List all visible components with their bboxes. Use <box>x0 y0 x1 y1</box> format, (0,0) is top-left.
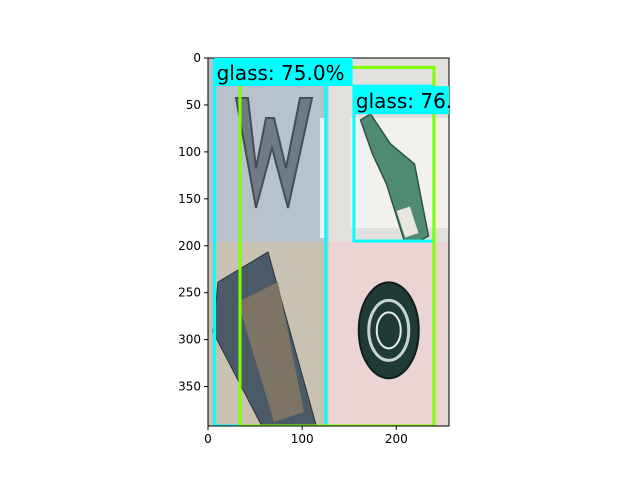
image-panel-glass-lid <box>328 242 449 426</box>
lid-inner-ring <box>375 311 402 350</box>
detection-labels: glass: 75.0% glass: 76. <box>214 58 452 115</box>
y-axis-ticks: 0 50 100 150 200 250 300 350 <box>178 51 208 394</box>
label-text: glass: 75.0% <box>217 61 345 85</box>
y-tick-label: 250 <box>178 286 201 300</box>
magazine-page <box>238 282 304 422</box>
x-axis-ticks: 0 100 200 <box>204 426 408 446</box>
y-tick-label: 0 <box>193 51 201 65</box>
y-tick-label: 150 <box>178 192 201 206</box>
lid-ring <box>367 298 411 362</box>
detection-label-1: glass: 75.0% <box>214 58 353 86</box>
label-text: glass: 76. <box>356 89 452 113</box>
glass-letter-shape <box>234 97 314 209</box>
glass-edge-highlight <box>320 118 326 238</box>
x-tick-label: 0 <box>204 432 212 446</box>
y-tick-label: 350 <box>178 380 201 394</box>
image-panels <box>208 58 449 426</box>
bottle-label <box>396 206 419 238</box>
x-tick-label: 200 <box>385 432 408 446</box>
x-tick-label: 100 <box>291 432 314 446</box>
image-panel-magazine <box>208 242 329 426</box>
lid-outer <box>357 281 420 380</box>
y-tick-label: 200 <box>178 239 201 253</box>
image-panel-glass-block-letter <box>208 58 329 242</box>
y-tick-label: 300 <box>178 333 201 347</box>
detection-box-1 <box>213 58 328 426</box>
detection-label-2: glass: 76. <box>353 86 452 115</box>
y-tick-label: 100 <box>178 145 201 159</box>
y-tick-label: 50 <box>186 98 201 112</box>
label-background <box>214 58 353 86</box>
label-background <box>353 86 449 115</box>
